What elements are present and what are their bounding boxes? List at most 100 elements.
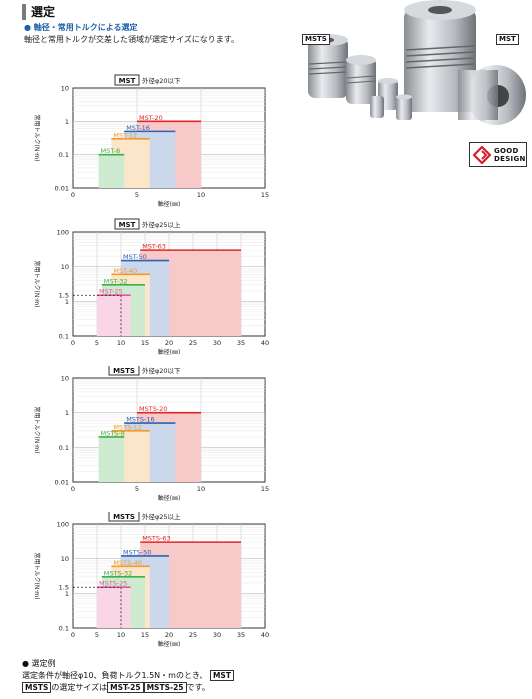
series-label: MSTS-25 <box>99 580 127 588</box>
x-tick-label: 15 <box>141 339 149 347</box>
y-tick-label: 10 <box>61 375 69 383</box>
msts-product-tag: MSTS <box>302 34 330 45</box>
series-label: MST-32 <box>104 277 128 285</box>
chart-title-model: MSTS <box>113 513 135 521</box>
y-tick-label: 1 <box>65 590 69 598</box>
x-axis-label: 軸径(㎜) <box>158 200 181 208</box>
x-tick-label: 0 <box>71 485 75 493</box>
good-design-logo: GOOD DESIGN <box>469 142 527 167</box>
y-tick-label: 1.5 <box>59 292 69 300</box>
chart-title-text: 外径φ20以下 <box>142 366 181 375</box>
example-heading: ● 選定例 <box>22 659 56 668</box>
series-label: MSTS-63 <box>142 535 170 543</box>
x-tick-label: 5 <box>135 191 139 199</box>
y-tick-label: 1 <box>65 118 69 126</box>
x-tick-label: 10 <box>197 485 205 493</box>
chart-title-box <box>108 366 140 376</box>
y-tick-label: 10 <box>61 555 69 563</box>
y-tick-label: 1 <box>65 298 69 306</box>
series-label: MSTS-20 <box>139 405 167 413</box>
x-axis-label: 軸径(㎜) <box>158 348 181 356</box>
x-tick-label: 30 <box>213 631 221 639</box>
x-tick-label: 15 <box>261 191 269 199</box>
y-tick-label: 1.5 <box>59 584 69 592</box>
series-label: MSTS-40 <box>113 559 141 567</box>
series-label: MSTS-50 <box>123 548 151 556</box>
example-box-mst25: MST-25 <box>107 682 144 693</box>
y-tick-label: 0.01 <box>55 479 69 487</box>
y-tick-label: 100 <box>57 521 69 529</box>
x-tick-label: 10 <box>117 339 125 347</box>
x-tick-label: 20 <box>165 339 173 347</box>
subheading: ● 軸径・常用トルクによる選定 <box>24 23 138 32</box>
y-tick-label: 0.01 <box>55 185 69 193</box>
series-label: MSTS-16 <box>126 416 154 424</box>
logo-line-2: DESIGN <box>494 154 526 163</box>
x-tick-label: 0 <box>71 339 75 347</box>
chart-title-text: 外径φ20以下 <box>142 76 181 85</box>
series-label: MST-63 <box>142 243 166 251</box>
x-tick-label: 35 <box>237 631 245 639</box>
chart-title-text: 外径φ25以上 <box>142 512 181 521</box>
series-label: MST-16 <box>126 124 150 132</box>
x-tick-label: 5 <box>135 485 139 493</box>
x-tick-label: 10 <box>117 631 125 639</box>
mst-product-tag: MST <box>496 34 519 45</box>
logo-line-1: GOOD <box>494 146 519 155</box>
section-marker <box>22 4 26 20</box>
x-axis-label: 軸径(㎜) <box>158 640 181 648</box>
x-tick-label: 35 <box>237 339 245 347</box>
y-axis-label: 常用トルク(N·m) <box>33 407 41 454</box>
series-label: MST-25 <box>99 288 123 296</box>
x-tick-label: 10 <box>197 191 205 199</box>
y-tick-label: 10 <box>61 263 69 271</box>
series-label: MSTS-32 <box>104 569 132 577</box>
series-label: MSTS-12 <box>113 423 141 431</box>
chart-msts-large: MSTS 外径φ25以上 MSTS-25 MSTS-32 MSTS-40 MSTS-50 M… <box>33 512 269 648</box>
chart-title-model: MSTS <box>113 367 135 375</box>
chart-title-model: MST <box>119 221 136 229</box>
y-tick-label: 0.1 <box>59 333 69 341</box>
x-tick-label: 15 <box>261 485 269 493</box>
description-text: 軸径と常用トルクが交差した領域が選定サイズになります。 <box>24 35 239 44</box>
series-label: MST-40 <box>113 267 137 275</box>
x-tick-label: 20 <box>165 631 173 639</box>
x-tick-label: 25 <box>189 631 197 639</box>
x-tick-label: 15 <box>141 631 149 639</box>
y-tick-label: 0.1 <box>59 444 69 452</box>
series-label: MSTS-8 <box>101 429 125 437</box>
series-label: MST-8 <box>101 147 121 155</box>
good-design-mark-icon <box>473 145 491 164</box>
x-tick-label: 25 <box>189 339 197 347</box>
torque-area <box>97 295 131 336</box>
example-line-2: MSTS の選定サイズは MST-25 MSTS-25 です。 <box>22 682 234 694</box>
chart-title-box <box>114 218 140 230</box>
example-box-mst: MST <box>209 670 234 681</box>
chart-mst-large: MST 外径φ25以上 MST-25 MST-32 MST-40 MST-50 MST-63… <box>33 218 269 356</box>
y-axis-label: 常用トルク(N·m) <box>33 553 41 600</box>
chart-title-text: 外径φ25以上 <box>142 220 181 229</box>
chart-title-box <box>108 512 140 522</box>
series-label: MST-50 <box>123 253 147 261</box>
x-tick-label: 40 <box>261 631 269 639</box>
x-tick-label: 30 <box>213 339 221 347</box>
y-tick-label: 10 <box>61 85 69 93</box>
x-tick-label: 5 <box>95 631 99 639</box>
torque-area <box>98 154 125 188</box>
y-tick-label: 100 <box>57 229 69 237</box>
y-tick-label: 0.1 <box>59 625 69 633</box>
x-tick-label: 5 <box>95 339 99 347</box>
product-photo <box>308 0 526 125</box>
y-axis-label: 常用トルク(N·m) <box>33 261 41 308</box>
page-title: 選定 <box>31 5 56 19</box>
series-label: MST-20 <box>139 114 163 122</box>
series-label: MST-12 <box>113 131 137 139</box>
x-tick-label: 0 <box>71 191 75 199</box>
y-tick-label: 0.1 <box>59 151 69 159</box>
chart-title-box <box>114 74 140 86</box>
torque-area <box>97 587 131 628</box>
x-axis-label: 軸径(㎜) <box>158 494 181 502</box>
chart-title-model: MST <box>119 77 136 85</box>
